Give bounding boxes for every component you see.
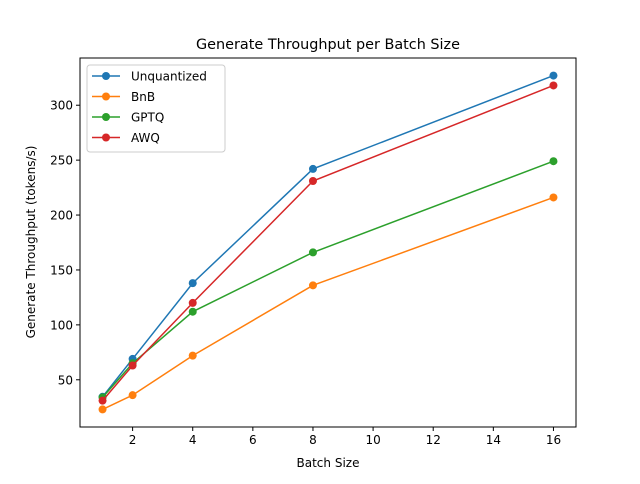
legend-label-unquantized: Unquantized bbox=[131, 70, 207, 84]
data-point-awq bbox=[98, 396, 107, 405]
y-tick-label: 150 bbox=[50, 263, 73, 277]
data-point-awq bbox=[188, 298, 197, 307]
data-point-awq bbox=[308, 177, 317, 185]
data-point-bnb bbox=[98, 405, 107, 414]
data-point-awq bbox=[128, 361, 137, 370]
data-point-bnb bbox=[188, 351, 197, 360]
y-axis-label: Generate Throughput (tokens/s) bbox=[24, 146, 38, 339]
legend-label-gptq: GPTQ bbox=[131, 111, 164, 125]
legend-marker-gptq bbox=[102, 113, 110, 121]
data-point-bnb bbox=[549, 193, 558, 202]
data-point-unquantized bbox=[188, 279, 197, 288]
data-point-awq bbox=[549, 81, 558, 90]
legend-marker-bnb bbox=[102, 92, 110, 101]
y-tick-label: 250 bbox=[50, 154, 73, 168]
data-point-gptq bbox=[549, 157, 558, 166]
x-tick-label: 12 bbox=[426, 433, 441, 447]
x-tick-label: 4 bbox=[189, 433, 197, 447]
x-tick-label: 14 bbox=[486, 433, 501, 447]
y-tick-label: 100 bbox=[50, 318, 73, 332]
legend-box bbox=[86, 64, 226, 153]
x-tick-label: 2 bbox=[129, 433, 137, 447]
y-tick-label: 200 bbox=[50, 209, 73, 223]
x-tick-label: 10 bbox=[365, 433, 380, 447]
x-tick-label: 16 bbox=[546, 433, 561, 447]
legend-marker-unquantized bbox=[102, 72, 110, 80]
legend-marker-awq bbox=[102, 133, 110, 142]
data-point-unquantized bbox=[308, 164, 317, 173]
data-point-gptq bbox=[308, 248, 317, 257]
data-point-bnb bbox=[128, 391, 137, 400]
legend-label-bnb: BnB bbox=[131, 90, 155, 104]
data-point-bnb bbox=[308, 281, 317, 290]
y-tick-label: 50 bbox=[58, 373, 73, 387]
y-tick-label: 300 bbox=[50, 99, 73, 113]
plot-frame bbox=[79, 57, 577, 428]
x-tick-label: 6 bbox=[249, 433, 257, 447]
x-tick-label: 8 bbox=[309, 433, 317, 447]
x-axis-label: Batch Size bbox=[297, 456, 360, 470]
chart-title: Generate Throughput per Batch Size bbox=[196, 37, 460, 53]
legend: Unquantized BnB GPTQ AWQ bbox=[86, 64, 226, 153]
legend-label-awq: AWQ bbox=[131, 131, 160, 145]
data-point-unquantized bbox=[549, 71, 558, 80]
data-point-gptq bbox=[188, 307, 197, 316]
